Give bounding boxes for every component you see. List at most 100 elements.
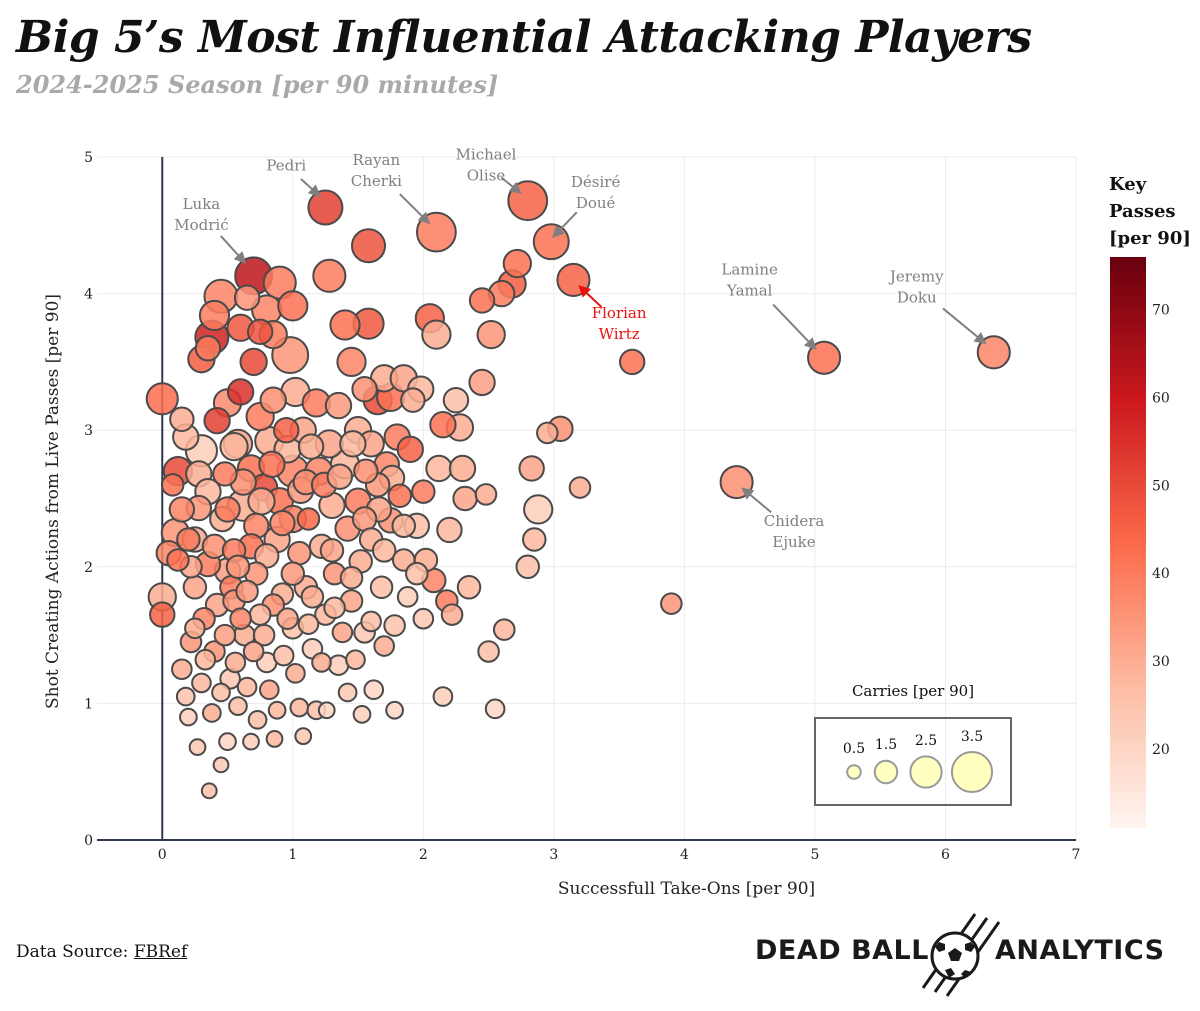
annotation-arrow (772, 303, 817, 350)
player-point (203, 406, 231, 435)
x-tick-label: 3 (549, 847, 558, 863)
player-point (311, 652, 332, 673)
player-point (182, 575, 208, 600)
player-label: Olise (467, 167, 506, 185)
player-point (351, 506, 378, 532)
player-point (242, 732, 260, 751)
player-point (353, 458, 379, 484)
player-label: Ejuke (772, 533, 815, 551)
player-point (337, 682, 358, 703)
colorbar-tick: 30 (1152, 654, 1170, 670)
player-point (432, 686, 454, 707)
player-label: Michael (456, 146, 517, 164)
brand-logo: DEAD BALL ANALYTICS (755, 935, 1165, 966)
player-label: Doué (576, 194, 616, 212)
player-point (317, 701, 336, 720)
player-point (351, 376, 378, 403)
x-tick-label: 5 (810, 847, 819, 863)
player-label: Lamine (721, 260, 778, 278)
player-point (272, 644, 295, 667)
player-point (329, 309, 361, 341)
player-point (532, 223, 570, 261)
player-point (219, 431, 249, 462)
player-point (289, 697, 310, 718)
source-link[interactable]: FBRef (133, 942, 188, 962)
player-label: Florian (592, 304, 647, 322)
colorbar: Key Passes [per 90] 20 30 40 50 60 70 (1109, 174, 1191, 828)
annotation-arrow (399, 193, 431, 225)
player-point (211, 682, 231, 703)
player-label: Yamal (726, 281, 773, 299)
player-point (339, 430, 367, 458)
player-point (273, 417, 300, 444)
player-point (300, 585, 325, 609)
player-point (280, 561, 306, 586)
y-tick-label: 4 (84, 287, 93, 303)
player-point (523, 494, 554, 525)
player-point (229, 607, 252, 630)
size-legend-label: 2.5 (915, 733, 937, 749)
player-point (212, 756, 230, 774)
player-point (618, 348, 646, 376)
player-point (331, 621, 354, 644)
player-point (184, 617, 206, 640)
size-legend-title: Carries [per 90] (852, 682, 974, 700)
player-point (477, 640, 500, 663)
player-point (285, 663, 306, 684)
player-point (312, 258, 347, 293)
player-point (248, 603, 272, 626)
size-legend-label: 3.5 (961, 729, 983, 745)
colorbar-title: Key (1109, 174, 1147, 195)
player-point (194, 335, 222, 362)
axes: 0 1 2 3 4 5 6 7 0 1 2 3 4 5 Successfull Take-Ons [per … (43, 150, 1080, 899)
player-point (326, 463, 353, 490)
player-label: Luka (183, 195, 221, 213)
player-point (233, 284, 261, 311)
player-label: Jeremy (888, 267, 944, 285)
player-label: Wirtz (599, 325, 640, 343)
player-point (198, 299, 231, 332)
annotation-arrow (552, 211, 578, 238)
source-label: Data Source: (16, 942, 129, 962)
player-point (175, 686, 196, 707)
player-point (484, 698, 506, 720)
player-point (160, 473, 185, 497)
player-point (383, 614, 406, 637)
player-point (468, 287, 496, 314)
colorbar-title: [per 90] (1109, 228, 1191, 249)
brand-left: DEAD BALL (755, 935, 929, 966)
player-point (224, 651, 247, 674)
player-point (412, 607, 435, 630)
player-point (226, 378, 255, 406)
player-point (276, 607, 299, 630)
annotation-arrow (220, 235, 247, 264)
player-point (425, 454, 453, 483)
player-point (371, 538, 397, 563)
x-tick-label: 6 (941, 847, 950, 863)
player-point (456, 575, 482, 600)
chart-subtitle: 2024-2025 Season [per 90 minutes] (16, 70, 499, 99)
player-point (228, 696, 248, 716)
player-label: Cherki (351, 172, 402, 190)
player-point (218, 732, 237, 752)
size-legend-box (814, 717, 1012, 806)
y-tick-label: 1 (84, 696, 93, 712)
player-label: Modrić (174, 216, 228, 234)
player-point (369, 575, 394, 600)
player-point (194, 648, 217, 671)
player-point (287, 540, 312, 566)
colorbar-tick: 50 (1152, 478, 1170, 494)
annotation-arrow (578, 285, 603, 308)
player-point (191, 672, 212, 694)
player-point (339, 565, 364, 590)
y-tick-label: 5 (84, 150, 93, 166)
player-point (213, 623, 237, 647)
player-point (176, 527, 201, 552)
colorbar-gradient (1110, 257, 1146, 828)
x-tick-label: 7 (1072, 847, 1081, 863)
player-point (236, 676, 258, 698)
player-point (396, 586, 419, 608)
player-point (323, 596, 346, 620)
player-point (448, 454, 477, 483)
player-point (415, 211, 457, 253)
